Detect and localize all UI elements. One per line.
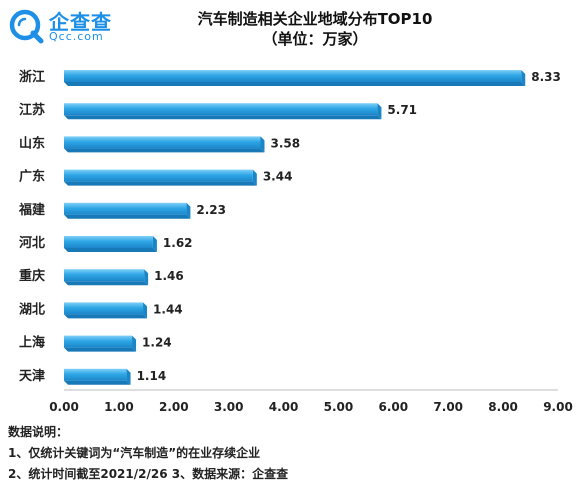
data-label: 8.33 [531, 70, 561, 84]
bar [64, 136, 261, 149]
bar-group-9: 天津 1.14 [19, 368, 166, 385]
bar-end-face [126, 368, 131, 385]
data-notes: 数据说明： 1、仅统计关键词为“汽车制造”的在业存续企业 2、统计时间截至202… [8, 422, 288, 485]
x-tick-label: 9.00 [543, 400, 573, 414]
category-label: 湖北 [19, 302, 45, 317]
bar-bottom-face [64, 115, 382, 120]
bar-end-face [152, 236, 157, 252]
category-label: 山东 [19, 135, 45, 151]
notes-line-2: 2、统计时间截至2021/2/26 3、数据来源：企查查 [8, 467, 289, 481]
bar-group-5: 河北 1.62 [19, 235, 193, 252]
category-label: 重庆 [19, 268, 45, 284]
bar-group-8: 上海 1.24 [19, 335, 172, 352]
bar-end-face [186, 202, 191, 219]
x-tick-label: 1.00 [104, 400, 134, 414]
bar-group-0: 浙江 8.33 [19, 69, 561, 86]
bar-end-face [132, 335, 137, 352]
bar-bottom-face [64, 148, 265, 153]
data-label: 1.14 [137, 369, 167, 383]
x-tick-label: 6.00 [379, 400, 409, 414]
notes-heading: 数据说明： [8, 425, 69, 439]
bar [64, 236, 153, 248]
category-label: 福建 [18, 202, 45, 218]
bar [64, 70, 522, 82]
bar-bottom-face [64, 347, 137, 352]
x-tick-label: 7.00 [433, 400, 463, 414]
bar-end-face [521, 70, 526, 86]
data-label: 3.58 [271, 136, 301, 150]
bar-bottom-face [64, 214, 191, 219]
bar [64, 169, 253, 182]
bar [64, 368, 127, 381]
bar-bottom-face [64, 281, 149, 286]
bar-end-face [144, 269, 149, 286]
x-tick-label: 0.00 [49, 400, 79, 414]
x-tick-label: 4.00 [269, 400, 299, 414]
qcc-logo-icon [9, 9, 44, 44]
bar-bottom-face [64, 380, 131, 385]
data-label: 1.46 [154, 269, 184, 283]
bar-bottom-face [64, 314, 148, 319]
category-label: 河北 [19, 235, 45, 251]
category-label: 天津 [19, 368, 45, 384]
bar-bottom-face [64, 82, 526, 86]
x-tick-label: 5.00 [324, 400, 354, 414]
bar [64, 103, 378, 116]
data-label: 2.23 [196, 203, 226, 217]
bar-end-face [377, 103, 382, 120]
bar [64, 335, 133, 348]
category-label: 广东 [19, 169, 45, 185]
bar [64, 302, 144, 315]
data-label: 3.44 [263, 170, 293, 184]
chart-title: 汽车制造相关企业地域分布TOP10 [197, 10, 433, 28]
category-label: 上海 [19, 335, 45, 351]
x-tick-label: 2.00 [159, 400, 189, 414]
brand-logo: 企查查 Qcc.com [8, 6, 118, 46]
bar-end-face [252, 169, 257, 186]
bar [64, 269, 145, 282]
bar-group-1: 江苏 5.71 [19, 102, 417, 120]
bar-group-3: 广东 3.44 [19, 169, 292, 186]
bar-group-4: 福建 2.23 [18, 202, 226, 219]
brand-site: Qcc.com [49, 30, 104, 43]
data-label: 1.24 [142, 336, 172, 350]
data-label: 1.62 [163, 236, 193, 250]
bar-bottom-face [64, 248, 157, 252]
x-tick-label: 3.00 [214, 400, 244, 414]
bar-group-2: 山东 3.58 [19, 135, 301, 153]
bar-group-7: 湖北 1.44 [19, 302, 183, 319]
notes-line-1: 1、仅统计关键词为“汽车制造”的在业存续企业 [8, 446, 261, 460]
bar-bottom-face [64, 181, 257, 186]
category-label: 浙江 [19, 69, 45, 85]
bar [64, 202, 187, 215]
chart-subtitle: （单位：万家） [262, 30, 368, 48]
bar-end-face [143, 302, 148, 319]
category-label: 江苏 [19, 102, 45, 118]
x-tick-label: 8.00 [488, 400, 518, 414]
data-label: 1.44 [153, 302, 183, 316]
data-label: 5.71 [387, 103, 417, 117]
brand-name: 企查查 [49, 10, 112, 34]
bar-group-6: 重庆 1.46 [19, 268, 184, 286]
bar-chart: 浙江 8.33 江苏 5.71 山东 3.58 广东 3.44 福建 2.23 河北 1.62 重庆 1.… [18, 69, 573, 414]
bar-end-face [260, 136, 265, 153]
